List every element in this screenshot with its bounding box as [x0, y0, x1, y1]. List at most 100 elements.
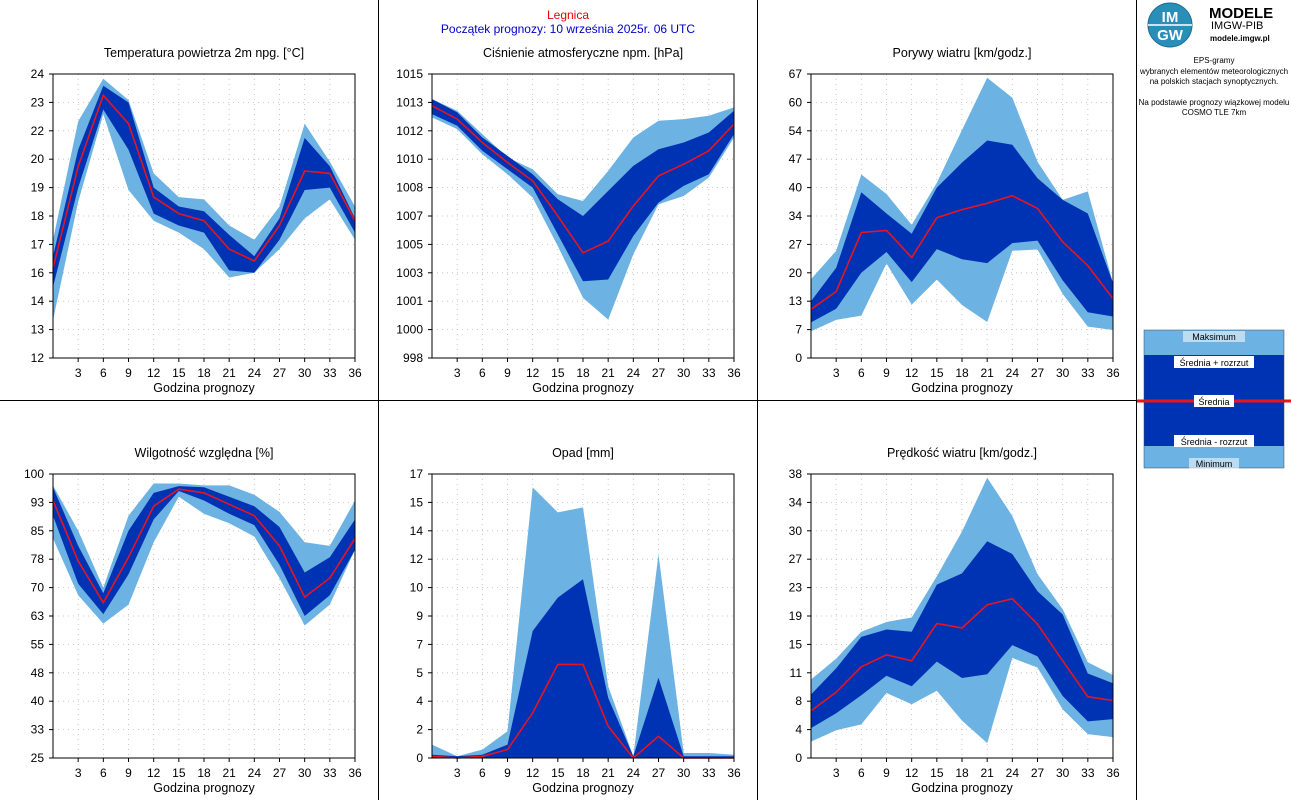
chart-panel: Prędkość wiatru [km/godz.]38343027231915…	[789, 446, 1120, 795]
chart-title: Wilgotność względna [%]	[135, 446, 274, 460]
x-tick-label: 6	[100, 366, 107, 380]
y-tick-label: 1015	[396, 67, 423, 81]
x-tick-label: 18	[955, 766, 969, 780]
legend-min-band	[1144, 446, 1284, 468]
x-tick-label: 21	[222, 366, 236, 380]
x-tick-label: 3	[454, 766, 461, 780]
chart-panel: Temperatura powietrza 2m npg. [°C] 24 23 22…	[31, 46, 362, 395]
x-tick-label: 33	[702, 766, 716, 780]
legend-box: Maksimum Średnia + rozrzut Średnia Średn…	[1137, 329, 1291, 469]
x-tick-label: 18	[576, 766, 590, 780]
chart-title: Opad [mm]	[552, 446, 614, 460]
x-axis-label: Godzina prognozy	[911, 381, 1013, 395]
x-tick-label: 9	[883, 766, 890, 780]
mean-line	[810, 597, 1114, 712]
x-tick-label: 27	[273, 366, 287, 380]
y-tick-label: 20	[31, 152, 45, 166]
y-tick-label: 0	[795, 751, 802, 765]
minmax-band	[53, 483, 355, 626]
x-tick-label: 36	[348, 366, 362, 380]
description-text: EPS-gramy wybranych elementów meteorolog…	[1137, 56, 1291, 119]
x-tick-label: 33	[323, 366, 337, 380]
legend-mean-label: Średnia	[1198, 396, 1229, 407]
x-tick-label: 24	[1006, 366, 1020, 380]
y-tick-label: 13	[789, 294, 803, 308]
description-line: wybranych elementów meteorologicznych	[1139, 66, 1289, 76]
y-tick-label: 63	[31, 609, 45, 623]
x-tick-label: 30	[1056, 366, 1070, 380]
panel-borders	[0, 0, 1137, 800]
x-axis-label: Godzina prognozy	[532, 381, 634, 395]
x-tick-label: 6	[858, 366, 865, 380]
y-tick-label: 48	[31, 666, 45, 680]
x-tick-label: 27	[652, 366, 666, 380]
x-tick-label: 3	[75, 366, 82, 380]
x-tick-label: 30	[298, 766, 312, 780]
y-tick-label: 17	[31, 237, 45, 251]
logo-text-im: IM	[1162, 9, 1179, 26]
x-axis-label: Godzina prognozy	[532, 781, 634, 795]
y-tick-label: 67	[789, 67, 803, 81]
y-tick-label: 1003	[396, 266, 423, 280]
x-tick-label: 21	[980, 766, 994, 780]
y-tick-label: 34	[789, 209, 803, 223]
y-tick-label: 1005	[396, 237, 423, 251]
y-tick-label: 12	[410, 552, 424, 566]
y-tick-label: 12	[31, 351, 45, 365]
x-tick-label: 18	[197, 766, 211, 780]
x-tick-label: 33	[702, 366, 716, 380]
x-tick-label: 9	[504, 766, 511, 780]
y-tick-label: 8	[795, 694, 802, 708]
x-tick-label: 9	[504, 366, 511, 380]
legend-upper-label: Średnia + rozrzut	[1180, 357, 1249, 368]
y-tick-label: 4	[795, 723, 802, 737]
y-tick-label: 25	[31, 751, 45, 765]
x-tick-label: 21	[601, 766, 615, 780]
mean-line	[431, 104, 735, 254]
y-tick-label: 19	[789, 609, 803, 623]
y-tick-label: 0	[416, 751, 423, 765]
station-name: Legnica	[546, 8, 590, 22]
y-tick-label: 93	[31, 495, 45, 509]
x-tick-label: 18	[955, 366, 969, 380]
y-tick-label: 27	[789, 552, 803, 566]
x-tick-label: 30	[298, 366, 312, 380]
y-tick-label: 1000	[396, 323, 423, 337]
y-tick-label: 19	[31, 181, 45, 195]
y-tick-label: 30	[789, 524, 803, 538]
y-tick-label: 15	[789, 637, 803, 651]
y-tick-label: 33	[31, 723, 45, 737]
y-tick-label: 23	[789, 581, 803, 595]
x-tick-label: 33	[323, 766, 337, 780]
chart-title: Temperatura powietrza 2m npg. [°C]	[104, 46, 304, 60]
y-tick-label: 14	[410, 524, 424, 538]
y-tick-label: 15	[410, 495, 424, 509]
x-tick-label: 12	[905, 366, 919, 380]
x-tick-label: 24	[248, 766, 262, 780]
y-tick-label: 24	[31, 67, 45, 81]
y-tick-label: 1012	[396, 124, 423, 138]
y-tick-label: 16	[31, 266, 45, 280]
y-tick-label: 22	[31, 124, 45, 138]
y-tick-label: 998	[403, 351, 423, 365]
x-tick-label: 21	[980, 366, 994, 380]
chart-panel: Wilgotność względna [%]10093857870635548…	[24, 446, 362, 795]
mean-line	[810, 194, 1114, 310]
x-tick-label: 24	[627, 366, 641, 380]
y-tick-label: 47	[789, 152, 803, 166]
x-tick-label: 6	[858, 766, 865, 780]
y-tick-label: 55	[31, 637, 45, 651]
y-tick-label: 1008	[396, 181, 423, 195]
x-tick-label: 36	[727, 366, 741, 380]
x-tick-label: 15	[172, 766, 186, 780]
x-tick-label: 3	[833, 366, 840, 380]
spread-band	[432, 579, 734, 758]
y-tick-label: 40	[31, 694, 45, 708]
x-tick-label: 12	[526, 766, 540, 780]
x-tick-label: 30	[677, 366, 691, 380]
x-tick-label: 12	[905, 766, 919, 780]
y-tick-label: 38	[789, 467, 803, 481]
x-tick-label: 33	[1081, 766, 1095, 780]
y-tick-label: 40	[789, 181, 803, 195]
x-tick-label: 24	[1006, 766, 1020, 780]
